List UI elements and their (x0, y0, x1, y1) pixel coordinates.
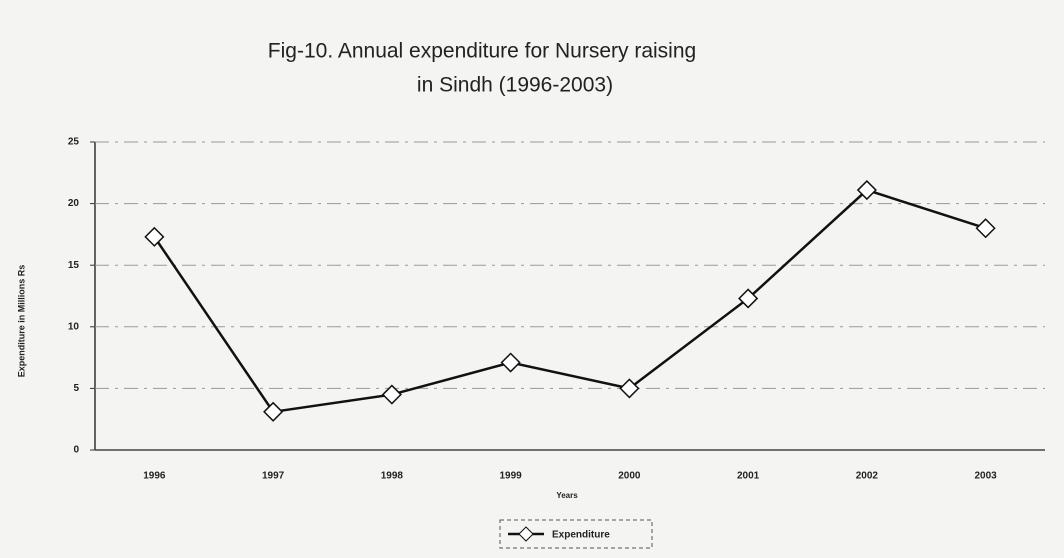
x-tick-label: 1998 (381, 471, 404, 482)
x-axis-label: Years (556, 491, 578, 500)
y-axis-label: Expenditure in Millions Rs (16, 265, 26, 378)
x-tick-label: 2001 (737, 471, 760, 482)
marker (144, 226, 165, 247)
x-tick-label: 1999 (500, 471, 523, 482)
marker (975, 218, 996, 239)
chart-title: in Sindh (1996-2003) (417, 74, 613, 97)
series-line (153, 188, 987, 414)
legend-label: Expenditure (552, 530, 610, 541)
x-tick-label: 1997 (262, 471, 285, 482)
marker (619, 378, 640, 399)
marker (856, 179, 877, 201)
legend-box (499, 519, 653, 549)
marker (381, 384, 402, 405)
marker (738, 288, 759, 309)
y-tick-label: 10 (68, 321, 80, 332)
marker (500, 352, 521, 373)
x-tick-label: 1996 (143, 471, 166, 482)
chart-title: Fig-10. Annual expenditure for Nursery r… (268, 40, 696, 63)
y-tick-label: 20 (68, 198, 80, 209)
x-tick-label: 2003 (975, 471, 998, 482)
x-tick-label: 2000 (618, 471, 641, 482)
y-tick-label: 0 (73, 445, 79, 456)
y-tick-label: 5 (73, 383, 79, 394)
x-tick-label: 2002 (856, 471, 879, 482)
legend-marker (518, 526, 534, 542)
marker (263, 401, 284, 422)
y-tick-label: 25 (68, 137, 80, 148)
y-tick-label: 15 (68, 260, 80, 271)
